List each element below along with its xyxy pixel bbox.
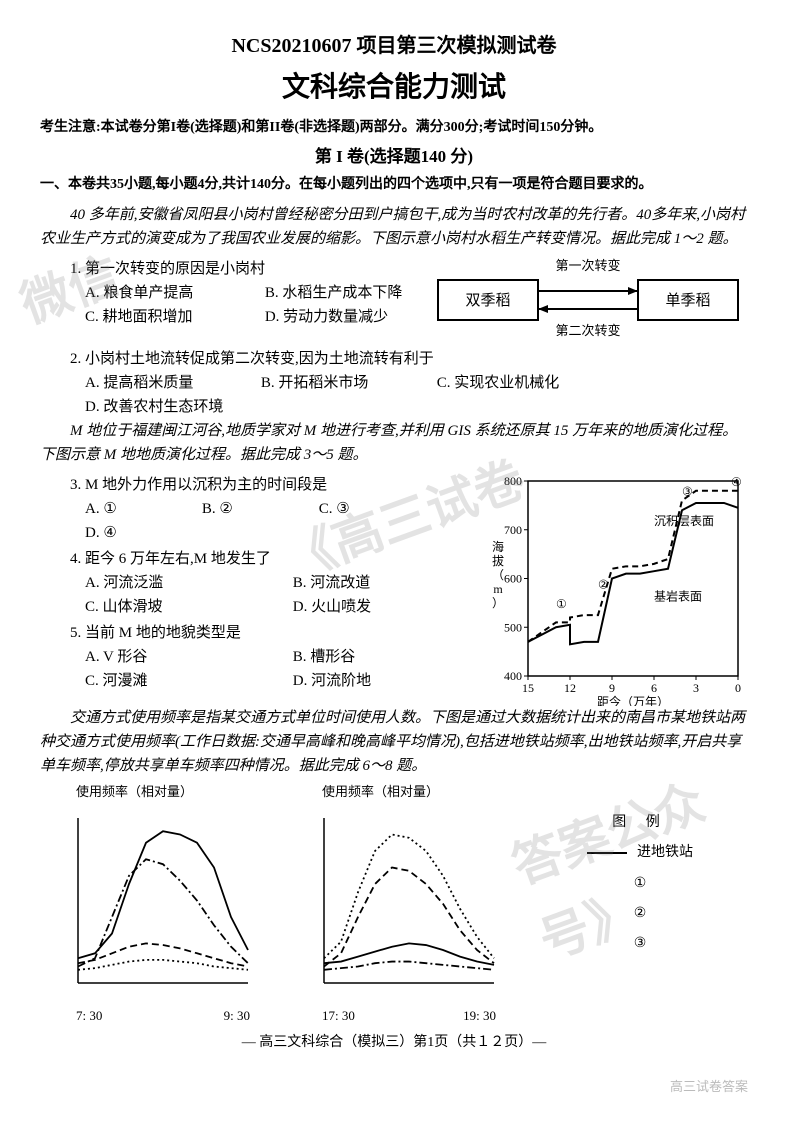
svg-text:④: ④: [731, 475, 742, 489]
svg-text:（: （: [492, 568, 504, 582]
passage-1: 40 多年前,安徽省凤阳县小岗村曾经秘密分田到户搞包干,成为当时农村改革的先行者…: [40, 203, 748, 251]
freq-chart-morning: [68, 803, 258, 998]
q3-text: 3. M 地外力作用以沉积为主的时间段是: [40, 473, 480, 497]
q1-option-b: B. 水稻生产成本下降: [265, 281, 415, 305]
q1-option-c: C. 耕地面积增加: [85, 305, 235, 329]
main-title: 文科综合能力测试: [40, 66, 748, 111]
legend-item-3: ②: [634, 903, 647, 925]
q2-option-a: A. 提高稻米质量: [85, 371, 231, 395]
exam-notice: 考生注意:本试卷分第I卷(选择题)和第II卷(非选择题)两部分。满分300分;考…: [40, 117, 748, 139]
q5-text: 5. 当前 M 地的地貌类型是: [40, 621, 480, 645]
passage-3: 交通方式使用频率是指某交通方式单位时间使用人数。下图是通过大数据统计出来的南昌市…: [40, 706, 748, 778]
freq-right-title: 使用频率（相对量）: [314, 782, 504, 803]
flow-right-box: 单季稻: [665, 292, 710, 309]
q4-option-c: C. 山体滑坡: [85, 595, 263, 619]
legend-item-2: ①: [634, 873, 647, 895]
freq-right-x1: 19: 30: [463, 1006, 496, 1027]
freq-chart-evening: [314, 803, 504, 998]
q1-text: 1. 第一次转变的原因是小岗村: [40, 257, 418, 281]
q1-option-a: A. 粮食单产提高: [85, 281, 235, 305]
svg-text:12: 12: [564, 681, 576, 695]
flow-bottom-label: 第二次转变: [555, 323, 620, 338]
q4-option-b: B. 河流改道: [293, 571, 471, 595]
svg-text:3: 3: [693, 681, 699, 695]
svg-text:海: 海: [492, 539, 504, 554]
passage-2: M 地位于福建闽江河谷,地质学家对 M 地进行考查,并利用 GIS 系统还原其 …: [40, 419, 748, 467]
q1-option-d: D. 劳动力数量减少: [265, 305, 415, 329]
freq-left-title: 使用频率（相对量）: [68, 782, 258, 803]
page-footer: — 高三文科综合（模拟三）第1页（共１２页）—: [40, 1032, 748, 1054]
svg-text:距今（万年）: 距今（万年）: [597, 694, 669, 706]
svg-text:400: 400: [504, 669, 522, 683]
instruction: 一、本卷共35小题,每小题4分,共计140分。在每小题列出的四个选项中,只有一项…: [40, 174, 748, 196]
svg-text:9: 9: [609, 681, 615, 695]
svg-text:800: 800: [504, 474, 522, 488]
svg-text:6: 6: [651, 681, 657, 695]
q2-option-c: C. 实现农业机械化: [437, 371, 583, 395]
svg-text:②: ②: [598, 577, 609, 591]
svg-text:基岩表面: 基岩表面: [654, 588, 702, 603]
svg-text:m: m: [493, 582, 503, 596]
svg-text:15: 15: [522, 681, 534, 695]
q3-option-c: C. ③: [319, 497, 406, 521]
q5-option-c: C. 河漫滩: [85, 669, 263, 693]
svg-text:0: 0: [735, 681, 741, 695]
rice-flow-diagram: 双季稻 单季稻 第一次转变 第二次转变: [428, 255, 748, 345]
section-header: 第 I 卷(选择题140 分): [40, 143, 748, 170]
freq-right-x0: 17: 30: [322, 1006, 355, 1027]
svg-text:拔: 拔: [492, 553, 504, 568]
svg-text:①: ①: [556, 597, 567, 611]
svg-text:③: ③: [682, 484, 693, 498]
q3-option-d: D. ④: [85, 521, 172, 545]
svg-text:500: 500: [504, 620, 522, 634]
q4-option-a: A. 河流泛滥: [85, 571, 263, 595]
q4-text: 4. 距今 6 万年左右,M 地发生了: [40, 547, 480, 571]
freq-left-x0: 7: 30: [76, 1006, 102, 1027]
legend-line-solid: [587, 852, 627, 854]
svg-text:600: 600: [504, 571, 522, 585]
q5-option-b: B. 槽形谷: [293, 645, 471, 669]
flow-left-box: 双季稻: [465, 292, 510, 309]
q2-option-d: D. 改善农村生态环境: [85, 395, 231, 419]
svg-text:沉积层表面: 沉积层表面: [654, 514, 714, 528]
freq-left-x1: 9: 30: [224, 1006, 250, 1027]
svg-text:）: ）: [492, 596, 504, 610]
watermark-corner: 高三试卷答案: [670, 1077, 748, 1098]
legend-item-4: ③: [634, 933, 647, 955]
q2-option-b: B. 开拓稻米市场: [261, 371, 407, 395]
geology-evolution-chart: 400 500 600 700 800 15 12 9 6 3 0 距今（万年） 海拔（m） 沉积层表面基…: [488, 471, 748, 706]
legend: 图 例 进地铁站 ① ② ③: [560, 782, 720, 964]
q5-option-a: A. V 形谷: [85, 645, 263, 669]
q2-text: 2. 小岗村土地流转促成第二次转变,因为土地流转有利于: [40, 347, 748, 371]
q3-option-a: A. ①: [85, 497, 172, 521]
legend-title: 图 例: [560, 812, 720, 834]
project-title: NCS20210607 项目第三次模拟测试卷: [40, 30, 748, 62]
q3-option-b: B. ②: [202, 497, 289, 521]
svg-text:700: 700: [504, 523, 522, 537]
q4-option-d: D. 火山喷发: [293, 595, 471, 619]
q5-option-d: D. 河流阶地: [293, 669, 471, 693]
flow-top-label: 第一次转变: [555, 258, 620, 273]
legend-item-1: 进地铁站: [637, 842, 693, 864]
